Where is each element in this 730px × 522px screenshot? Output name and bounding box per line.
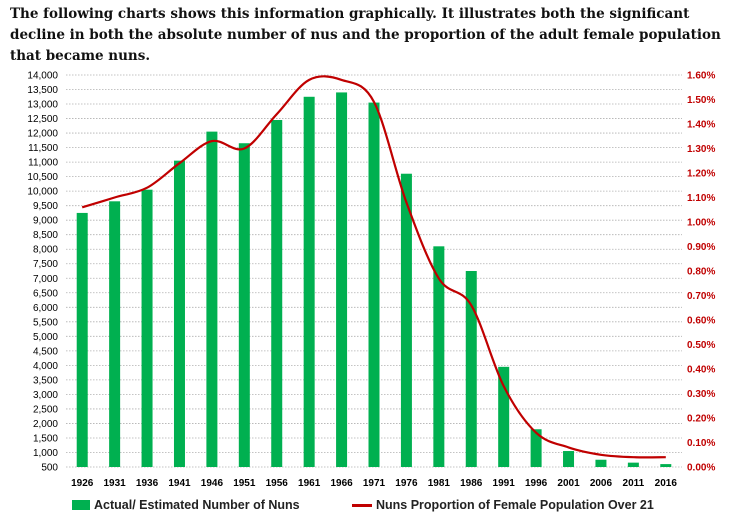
bar [336,92,348,467]
bar [530,429,542,467]
bar [173,160,185,468]
x-tick-label: 1946 [201,478,224,489]
bar [368,102,380,468]
right-tick-label: 1.60% [687,71,715,82]
right-tick-label: 0.80% [687,267,715,278]
left-tick-label: 3,500 [33,375,58,386]
x-tick-label: 1981 [428,478,451,489]
right-tick-label: 0.20% [687,414,715,425]
right-tick-label: 1.40% [687,120,715,131]
bar [400,173,412,467]
right-tick-label: 1.10% [687,193,715,204]
intro-text: The following charts shows this informat… [10,6,721,64]
left-tick-label: 11,000 [28,158,58,169]
legend-swatch-bars [72,500,90,510]
left-tick-label: 10,500 [27,172,58,183]
x-tick-label: 2016 [655,478,678,489]
gridlines [66,74,682,468]
left-tick-label: 13,000 [27,100,58,111]
left-tick-label: 4,500 [33,346,58,357]
legend-item-bars: Actual/ Estimated Number of Nuns [72,498,300,512]
right-tick-label: 0.30% [687,389,715,400]
chart-legend: Actual/ Estimated Number of Nuns Nuns Pr… [0,498,730,518]
legend-label-bars: Actual/ Estimated Number of Nuns [94,498,300,512]
left-tick-label: 7,500 [33,259,58,270]
right-tick-label: 1.00% [687,218,715,229]
left-tick-label: 7,000 [33,274,58,285]
left-tick-label: 12,500 [27,114,58,125]
left-tick-label: 12,000 [27,129,58,140]
x-tick-label: 1996 [525,478,548,489]
combo-chart: 500 1,000 1,500 2,000 2,500 3,000 3,500 4,000 4,… [27,71,715,490]
bar [660,464,672,467]
x-tick-label: 2006 [590,478,613,489]
x-axis-ticks: 1926 1931 1936 1941 1946 1951 1956 1961 1966 1971… [71,478,677,489]
x-tick-label: 1926 [71,478,94,489]
left-tick-label: 1,000 [33,448,58,459]
left-tick-label: 13,500 [27,85,58,96]
x-tick-label: 1991 [493,478,516,489]
bar [271,120,283,467]
x-tick-label: 1961 [298,478,321,489]
right-tick-label: 0.00% [687,463,715,474]
bar [627,462,639,467]
bar [109,201,121,468]
line-series [81,75,666,459]
bar [303,96,315,468]
x-tick-label: 1936 [136,478,159,489]
x-tick-label: 2011 [623,478,645,489]
x-tick-label: 2001 [557,478,580,489]
x-tick-label: 1956 [266,478,289,489]
bar [563,451,575,467]
bar [433,246,445,467]
right-tick-label: 0.10% [687,438,715,449]
legend-label-line: Nuns Proportion of Female Population Ove… [376,498,654,512]
left-tick-label: 8,500 [33,230,58,241]
left-axis-ticks: 500 1,000 1,500 2,000 2,500 3,000 3,500 4,000 4,… [27,71,58,474]
left-tick-label: 10,000 [27,187,58,198]
left-tick-label: 11,500 [28,143,58,154]
left-tick-label: 5,500 [33,317,58,328]
left-tick-label: 3,000 [33,390,58,401]
legend-swatch-line [352,503,372,507]
x-tick-label: 1966 [330,478,353,489]
x-tick-label: 1976 [395,478,418,489]
left-tick-label: 6,000 [33,303,58,314]
left-tick-label: 1,500 [33,433,58,444]
left-tick-label: 500 [41,463,58,474]
x-tick-label: 1941 [168,478,191,489]
x-tick-label: 1931 [104,478,127,489]
left-tick-label: 5,000 [33,332,58,343]
right-tick-label: 0.90% [687,242,715,253]
proportion-line [81,75,666,459]
right-tick-label: 1.20% [687,169,715,180]
left-tick-label: 2,000 [33,419,58,430]
bar [76,212,88,467]
left-tick-label: 2,500 [33,404,58,415]
right-tick-label: 0.60% [687,316,715,327]
right-tick-label: 0.50% [687,340,715,351]
left-tick-label: 9,000 [33,216,58,227]
bar [498,366,510,467]
left-tick-label: 9,500 [33,201,58,212]
bar [206,131,218,467]
left-tick-label: 6,500 [33,288,58,299]
left-tick-label: 4,000 [33,361,58,372]
x-tick-label: 1971 [363,478,386,489]
legend-item-line: Nuns Proportion of Female Population Ove… [352,498,654,512]
x-tick-label: 1951 [233,478,256,489]
bar [141,189,153,467]
bar [238,143,250,467]
x-tick-label: 1986 [460,478,483,489]
right-tick-label: 1.30% [687,144,715,155]
bar-series [76,92,672,468]
left-tick-label: 14,000 [27,71,58,82]
right-tick-label: 1.50% [687,95,715,106]
left-tick-label: 8,000 [33,245,58,256]
right-tick-label: 0.40% [687,365,715,376]
right-tick-label: 0.70% [687,291,715,302]
right-axis-ticks: 0.00% 0.10% 0.20% 0.30% 0.40% 0.50% 0.60% 0.70%… [687,71,715,474]
bar [595,459,607,467]
bar [465,271,477,467]
